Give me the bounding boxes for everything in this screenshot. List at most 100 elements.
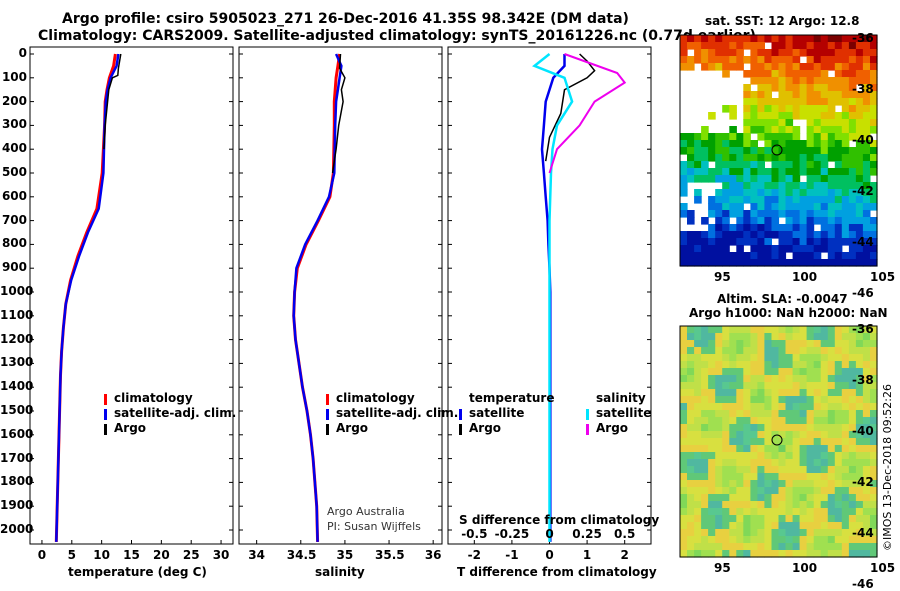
sla-cell (736, 494, 744, 502)
sla-cell (813, 326, 822, 334)
sla-cell (827, 473, 836, 481)
sst-cell (778, 77, 787, 85)
map-tick-label: -40 (852, 133, 874, 147)
sst-cell (785, 182, 794, 190)
sla-cell (771, 382, 780, 390)
sst-cell (855, 49, 864, 57)
sst-cell (855, 154, 864, 162)
sst-cell (870, 238, 878, 246)
depth-tick-label: 1500 (0, 403, 34, 417)
sla-cell (701, 410, 709, 418)
sla-cell (701, 508, 709, 516)
sst-cell (750, 119, 758, 127)
sst-cell (862, 203, 871, 211)
sla-cell (799, 515, 808, 523)
sst-cell (806, 112, 815, 120)
sla-cell (827, 424, 836, 432)
legend-label-satellite: satellite-adj. clim. (114, 406, 237, 420)
title-line-2: Climatology: CARS2009. Satellite-adjuste… (38, 28, 756, 44)
sla-cell (806, 473, 815, 481)
sst-cell (862, 35, 871, 43)
sla-cell (750, 340, 758, 348)
sla-cell (806, 326, 815, 334)
sst-cell (736, 154, 744, 162)
sst-cell (743, 133, 751, 141)
sla-cell (729, 473, 737, 481)
sla-cell (841, 326, 850, 334)
sla-cell (785, 326, 794, 334)
depth-tick-label: 600 (1, 188, 27, 203)
sst-cell (708, 231, 716, 239)
sst-cell (785, 259, 794, 267)
sst-cell (841, 175, 850, 183)
sla-cell (743, 466, 751, 474)
sla-cell (855, 424, 864, 432)
sst-cell (813, 70, 822, 78)
sst-cell (771, 56, 780, 64)
sla-cell (750, 403, 758, 411)
sst-cell (841, 119, 850, 127)
sla-cell (778, 487, 787, 495)
sst-cell (855, 126, 864, 134)
sst-cell (792, 98, 801, 106)
sst-cell (771, 70, 780, 78)
sst-cell (778, 196, 787, 204)
sla-cell (792, 368, 801, 376)
sla-cell (785, 508, 794, 516)
sla-cell (764, 354, 772, 362)
sst-cell (827, 126, 836, 134)
sla-cell (750, 431, 758, 439)
sst-cell (680, 49, 688, 57)
sst-cell (778, 252, 787, 260)
sla-cell (778, 326, 787, 334)
sla-cell (848, 368, 857, 376)
sla-cell (722, 396, 730, 404)
sst-cell (715, 252, 723, 260)
sst-cell (757, 259, 765, 267)
sst-cell (785, 77, 794, 85)
sla-cell (862, 459, 871, 467)
sst-cell (785, 231, 794, 239)
sst-cell (820, 42, 829, 50)
sla-cell (820, 466, 829, 474)
sst-cell (708, 252, 716, 260)
sst-cell (862, 175, 871, 183)
sla-cell (799, 375, 808, 383)
sla-cell (757, 375, 765, 383)
sst-cell (841, 126, 850, 134)
sla-cell (743, 508, 751, 516)
sst-cell (687, 259, 695, 267)
sla-cell (827, 368, 836, 376)
sla-cell (750, 529, 758, 537)
sla-cell (736, 375, 744, 383)
sst-cell (834, 238, 843, 246)
sla-cell (862, 375, 871, 383)
sst-cell (820, 196, 829, 204)
sst-cell (813, 210, 822, 218)
sst-cell (729, 189, 737, 197)
depth-tick-label: 1600 (0, 426, 34, 441)
sst-cell (834, 42, 843, 50)
sla-cell (771, 522, 780, 530)
sla-cell (736, 543, 744, 551)
sla-cell (862, 417, 871, 425)
sla-cell (687, 340, 695, 348)
sst-cell (813, 203, 822, 211)
sla-cell (848, 438, 857, 446)
sst-cell (870, 231, 878, 239)
sla-cell (680, 480, 688, 488)
sst-cell (813, 217, 822, 225)
sst-cell (708, 112, 716, 120)
sst-cell (862, 154, 871, 162)
sst-cell (820, 35, 829, 43)
sst-cell (806, 84, 815, 92)
sla-cell (827, 515, 836, 523)
sst-cell (715, 56, 723, 64)
sst-cell (848, 154, 857, 162)
sla-cell (820, 522, 829, 530)
sst-cell (785, 133, 794, 141)
sla-cell (792, 431, 801, 439)
sla-cell (743, 473, 751, 481)
sst-cell (834, 77, 843, 85)
sla-cell (785, 452, 794, 460)
